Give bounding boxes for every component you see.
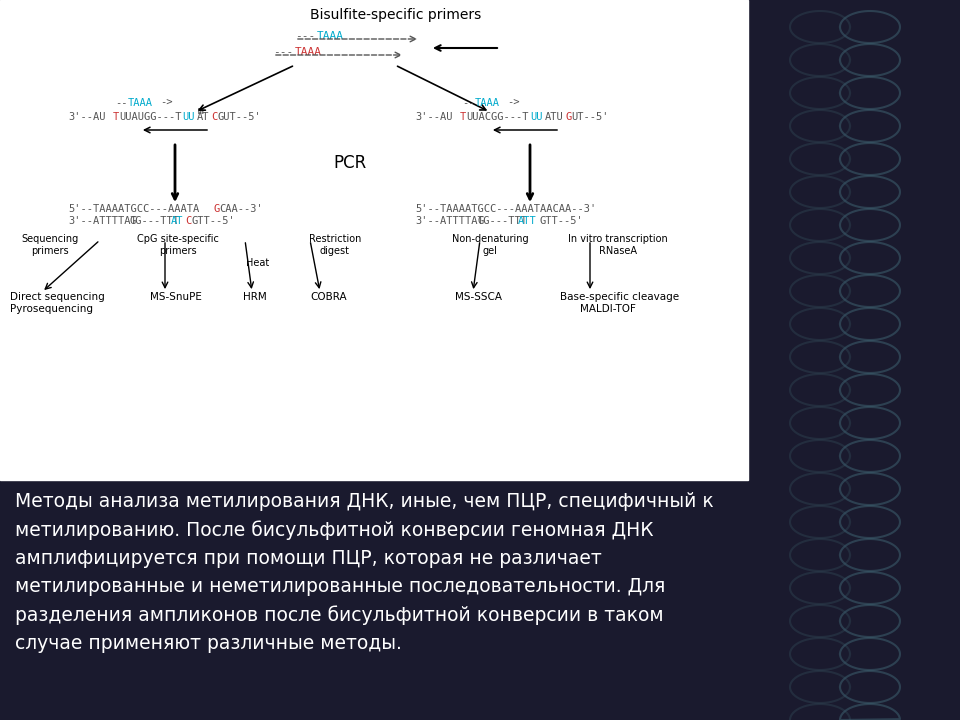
Text: MALDI-TOF: MALDI-TOF (580, 304, 636, 314)
Text: PCR: PCR (333, 154, 367, 172)
Text: TAAA: TAAA (295, 47, 322, 57)
Text: --: -- (462, 98, 474, 108)
Text: GG---TTT: GG---TTT (477, 216, 527, 226)
Text: T: T (460, 112, 467, 122)
Text: Heat: Heat (247, 258, 270, 268)
Text: T: T (113, 112, 119, 122)
Text: Base-specific cleavage: Base-specific cleavage (560, 292, 679, 302)
Text: 3'--ATTTTAT: 3'--ATTTTAT (415, 216, 484, 226)
Text: GG---TTT: GG---TTT (130, 216, 180, 226)
Text: m: m (198, 106, 204, 116)
Text: UUACGG---T: UUACGG---T (466, 112, 529, 122)
Text: 5'--TAAAATGCC---AAATA: 5'--TAAAATGCC---AAATA (68, 204, 200, 214)
Text: Pyrosequencing: Pyrosequencing (10, 304, 93, 314)
Text: ---: --- (295, 31, 315, 41)
Text: TAAA: TAAA (128, 98, 153, 108)
Text: CAA--3': CAA--3' (219, 204, 263, 214)
Text: CpG site-specific
primers: CpG site-specific primers (137, 235, 219, 256)
Text: UUAUGG---T: UUAUGG---T (119, 112, 181, 122)
Text: TAAA: TAAA (317, 31, 344, 41)
Text: In vitro transcription
RNaseA: In vitro transcription RNaseA (568, 235, 668, 256)
Text: 3'--AU: 3'--AU (68, 112, 106, 122)
Text: TAAA: TAAA (475, 98, 500, 108)
Text: Direct sequencing: Direct sequencing (10, 292, 105, 302)
Text: Методы анализа метилирования ДНК, иные, чем ПЦР, специфичный к
метилированию. По: Методы анализа метилирования ДНК, иные, … (15, 492, 713, 653)
Text: AT: AT (171, 216, 183, 226)
Text: Non-denaturing
gel: Non-denaturing gel (452, 235, 528, 256)
Text: Restriction
digest: Restriction digest (309, 235, 361, 256)
Text: COBRA: COBRA (310, 292, 347, 302)
Text: G: G (213, 204, 219, 214)
Text: --: -- (115, 98, 128, 108)
Text: C: C (211, 112, 217, 122)
Text: GTT--5': GTT--5' (191, 216, 235, 226)
Text: HRM: HRM (243, 292, 267, 302)
Text: ATT: ATT (518, 216, 537, 226)
Text: ->: -> (507, 98, 519, 108)
Text: UU: UU (182, 112, 195, 122)
Text: ATU: ATU (545, 112, 564, 122)
Text: UU: UU (530, 112, 542, 122)
Text: GUT--5': GUT--5' (217, 112, 261, 122)
Text: 3'--ATTTTAT: 3'--ATTTTAT (68, 216, 136, 226)
Text: ->: -> (160, 98, 173, 108)
Text: Sequencing
primers: Sequencing primers (21, 235, 79, 256)
Bar (0, 0, 748, 480)
Text: C: C (185, 216, 191, 226)
Text: 5'--TAAAATGCC---AAATAACAA--3': 5'--TAAAATGCC---AAATAACAA--3' (415, 204, 596, 214)
Text: G: G (565, 112, 571, 122)
Text: ---: --- (273, 47, 293, 57)
Text: UT--5': UT--5' (571, 112, 609, 122)
Text: MS-SnuPE: MS-SnuPE (150, 292, 202, 302)
Text: Bisulfite-specific primers: Bisulfite-specific primers (310, 8, 481, 22)
Text: AT: AT (197, 112, 209, 122)
Text: GTT--5': GTT--5' (539, 216, 583, 226)
Text: MS-SSCA: MS-SSCA (455, 292, 502, 302)
Text: 3'--AU: 3'--AU (415, 112, 452, 122)
